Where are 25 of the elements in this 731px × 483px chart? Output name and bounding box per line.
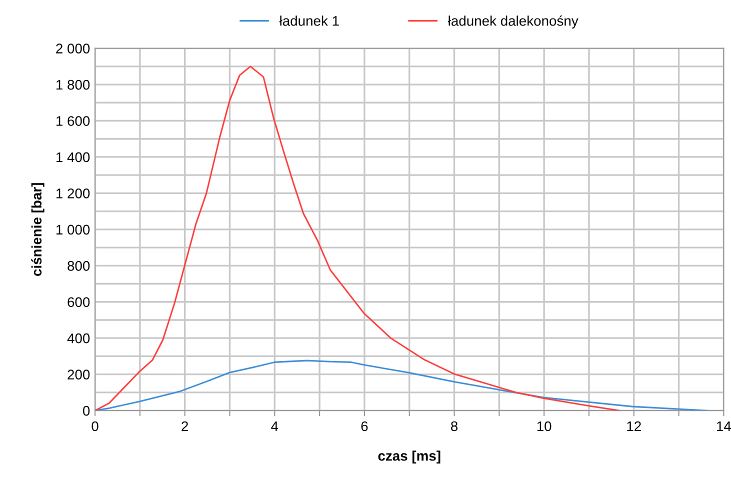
y-tick-label: 2 000 <box>56 44 90 54</box>
y-tick-label: 600 <box>68 297 90 308</box>
y-tick-label: 200 <box>68 370 90 380</box>
y-tick-label: 1 400 <box>56 152 90 162</box>
legend-label: ładunek dalekonośny <box>448 15 578 29</box>
x-tick-label: 4 <box>271 421 278 432</box>
y-tick-label: 1 200 <box>56 188 90 198</box>
x-axis-title: czas [ms] <box>378 450 440 464</box>
y-tick-label: 800 <box>68 260 90 271</box>
y-axis-title: ciśnienie [bar] <box>31 183 44 276</box>
x-tick-label: 6 <box>361 421 368 432</box>
legend-label: ładunek 1 <box>279 16 339 26</box>
y-tick-label: 1 600 <box>56 116 90 126</box>
x-tick-label: 10 <box>537 421 552 432</box>
y-tick-label: 1 000 <box>56 224 90 235</box>
x-tick-label: 2 <box>182 421 188 432</box>
x-tick-label: 8 <box>451 421 458 432</box>
x-tick-label: 12 <box>627 421 641 432</box>
y-tick-label: 1 800 <box>56 80 90 90</box>
x-tick-label: 0 <box>92 421 98 432</box>
y-tick-label: 0 <box>82 406 90 416</box>
x-tick-label: 14 <box>717 421 731 432</box>
y-tick-label: 400 <box>67 333 90 344</box>
line-series <box>95 360 708 411</box>
line-series <box>95 66 620 411</box>
